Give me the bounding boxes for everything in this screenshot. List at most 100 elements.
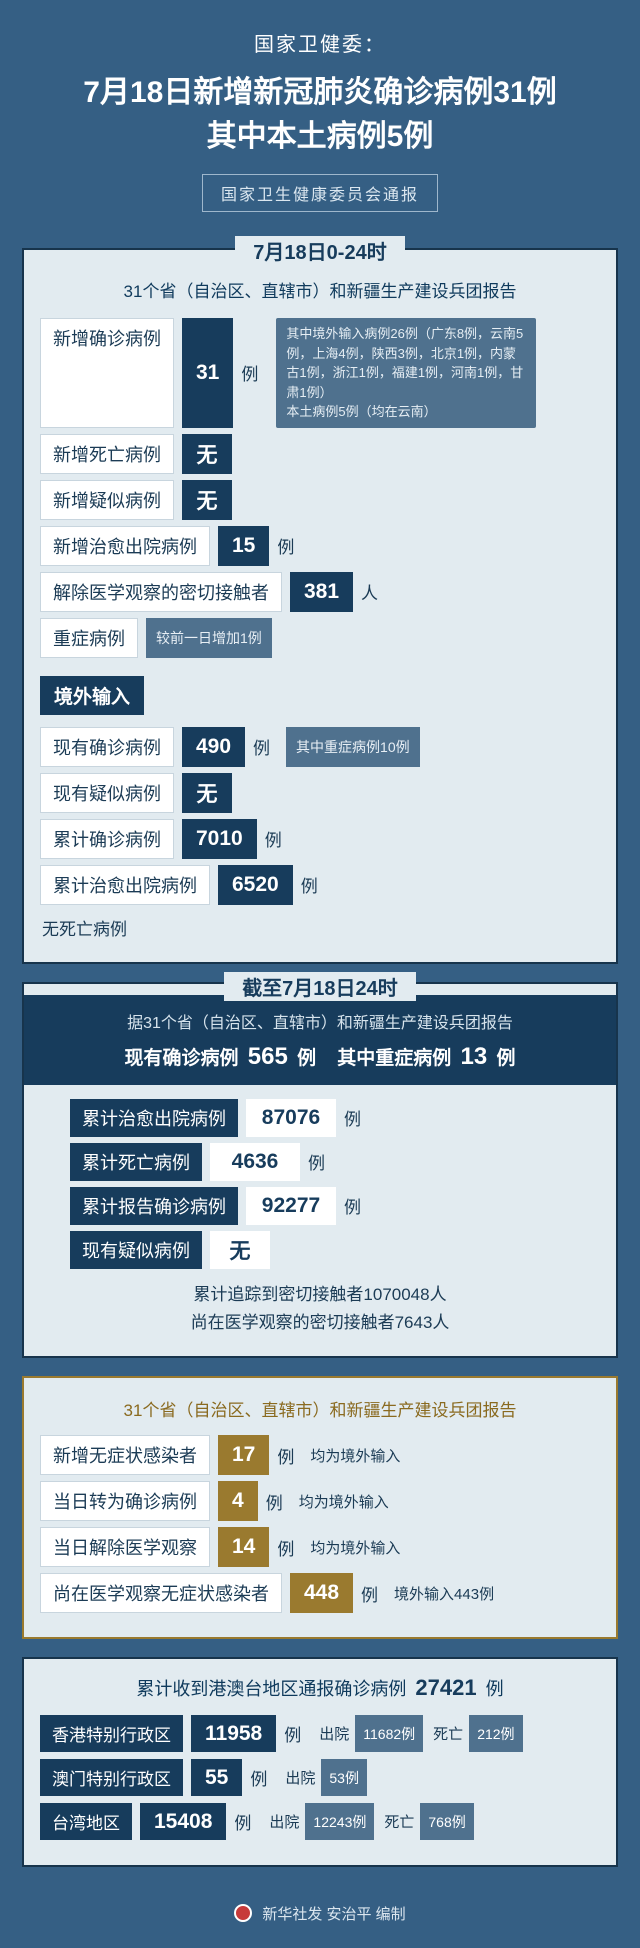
- row-mo: 澳门特别行政区 55 例 出院 53例: [40, 1759, 600, 1796]
- no-death-line: 无死亡病例: [40, 911, 600, 944]
- label: 当日转为确诊病例: [40, 1481, 210, 1521]
- headline-l2: 其中本土病例5例: [30, 115, 610, 159]
- l2a: 现有确诊病例: [124, 1048, 238, 1069]
- value: 7010: [182, 819, 257, 859]
- note: 均为境外输入: [302, 1435, 408, 1475]
- label: 累计死亡病例: [70, 1143, 202, 1181]
- out-v: 11682例: [355, 1715, 423, 1752]
- label: 累计确诊病例: [40, 819, 174, 859]
- head-a: 累计收到港澳台地区通报确诊病例: [136, 1679, 406, 1699]
- u2b: 例: [497, 1048, 516, 1069]
- unit: 例: [300, 1143, 333, 1181]
- unit: 例: [245, 727, 278, 767]
- head-v: 27421: [415, 1675, 476, 1700]
- region-name: 香港特别行政区: [40, 1715, 183, 1752]
- unit: 例: [269, 526, 302, 566]
- label: 新增治愈出院病例: [40, 526, 210, 566]
- header: 国家卫健委： 7月18日新增新冠肺炎确诊病例31例 其中本土病例5例 国家卫生健…: [0, 28, 640, 230]
- panel-asymptomatic: 31个省（自治区、直辖市）和新疆生产建设兵团报告 新增无症状感染者 17 例 均…: [22, 1376, 618, 1639]
- panel2-title-text: 截至7月18日24时: [224, 972, 416, 1001]
- subtitle-bar: 国家卫生健康委员会通报: [202, 174, 438, 212]
- total: 55: [191, 1759, 242, 1796]
- credit-line: 新华社发 安治平 编制: [0, 1885, 640, 1948]
- death-v: 768例: [420, 1803, 473, 1840]
- note-inline: 其中重症病例10例: [286, 727, 420, 767]
- unit: 例: [233, 318, 266, 428]
- label: 解除医学观察的密切接触者: [40, 572, 282, 612]
- unit: 例: [226, 1803, 259, 1840]
- head-u: 例: [486, 1679, 504, 1699]
- unit: 例: [257, 819, 290, 859]
- label: 重症病例: [40, 618, 138, 658]
- label: 累计报告确诊病例: [70, 1187, 238, 1225]
- foot-l1: 累计追踪到密切接触者1070048人: [40, 1281, 600, 1310]
- foot-l2: 尚在医学观察的密切接触者7643人: [40, 1309, 600, 1338]
- label: 新增确诊病例: [40, 318, 174, 428]
- label: 新增死亡病例: [40, 434, 174, 474]
- note: 境外输入443例: [386, 1573, 502, 1613]
- row-cum-total: 累计报告确诊病例 92277 例: [70, 1187, 570, 1225]
- value: 448: [290, 1573, 353, 1613]
- row-contacts: 解除医学观察的密切接触者 381 人: [40, 572, 600, 612]
- row-asym-new: 新增无症状感染者 17 例 均为境外输入: [40, 1435, 600, 1475]
- unit: 例: [269, 1435, 302, 1475]
- panel4-head: 累计收到港澳台地区通报确诊病例 27421 例: [40, 1675, 600, 1701]
- panel4-rows: 香港特别行政区 11958 例 出院 11682例 死亡 212例 澳门特别行政…: [40, 1715, 600, 1840]
- note-inline: 较前一日增加1例: [146, 618, 272, 658]
- death-v: 212例: [469, 1715, 522, 1752]
- row-cum-death: 累计死亡病例 4636 例: [70, 1143, 570, 1181]
- panel2-top-l2: 现有确诊病例 565 例 其中重症病例 13 例: [26, 1043, 614, 1071]
- value: 15: [218, 526, 269, 566]
- value: 92277: [246, 1187, 336, 1225]
- panel2-foot: 累计追踪到密切接触者1070048人 尚在医学观察的密切接触者7643人: [40, 1281, 600, 1339]
- out-lbl: 出院: [319, 1715, 349, 1752]
- panel2-rows: 累计治愈出院病例 87076 例 累计死亡病例 4636 例 累计报告确诊病例 …: [40, 1099, 600, 1269]
- label: 现有疑似病例: [40, 773, 174, 813]
- value: 490: [182, 727, 245, 767]
- panel2-top-l1: 据31个省（自治区、直辖市）和新疆生产建设兵团报告: [26, 1009, 614, 1033]
- panel1-subtitle: 31个省（自治区、直辖市）和新疆生产建设兵团报告: [40, 277, 600, 302]
- value: 17: [218, 1435, 269, 1475]
- label: 新增无症状感染者: [40, 1435, 210, 1475]
- unit: 例: [353, 1573, 386, 1613]
- unit: 例: [276, 1715, 309, 1752]
- unit: 例: [336, 1187, 369, 1225]
- row-cum-cured: 累计治愈出院病例 87076 例: [70, 1099, 570, 1137]
- row-suspect: 新增疑似病例 无: [40, 480, 600, 520]
- row-asym-conf: 当日转为确诊病例 4 例 均为境外输入: [40, 1481, 600, 1521]
- panel2-topbar: 据31个省（自治区、直辖市）和新疆生产建设兵团报告 现有确诊病例 565 例 其…: [24, 995, 616, 1085]
- value: 无: [210, 1231, 270, 1269]
- note: 均为境外输入: [291, 1481, 397, 1521]
- headline: 7月18日新增新冠肺炎确诊病例31例 其中本土病例5例: [30, 71, 610, 158]
- value: 31: [182, 318, 233, 428]
- unit: 例: [258, 1481, 291, 1521]
- row-imp-suspect: 现有疑似病例 无: [40, 773, 600, 813]
- row-tw: 台湾地区 15408 例 出院 12243例 死亡 768例: [40, 1803, 600, 1840]
- note: 其中境外输入病例26例（广东8例，云南5例，上海4例，陕西3例，北京1例，内蒙古…: [276, 318, 536, 428]
- source-line: 国家卫健委：: [30, 28, 610, 57]
- v2b: 13: [461, 1043, 488, 1070]
- label: 现有确诊病例: [40, 727, 174, 767]
- panel1-title-text: 7月18日0-24时: [235, 236, 404, 265]
- row-cum-suspect: 现有疑似病例 无: [70, 1231, 570, 1269]
- out-lbl: 出院: [285, 1759, 315, 1796]
- value: 87076: [246, 1099, 336, 1137]
- credit-text: 新华社发 安治平 编制: [262, 1906, 405, 1923]
- label: 尚在医学观察无症状感染者: [40, 1573, 282, 1613]
- value: 无: [182, 480, 232, 520]
- total: 15408: [140, 1803, 226, 1840]
- panel3-subtitle: 31个省（自治区、直辖市）和新疆生产建设兵团报告: [40, 1396, 600, 1421]
- unit: 例: [269, 1527, 302, 1567]
- row-imp-current: 现有确诊病例 490 例 其中重症病例10例: [40, 727, 600, 767]
- label: 当日解除医学观察: [40, 1527, 210, 1567]
- unit: 人: [353, 572, 386, 612]
- total: 11958: [191, 1715, 276, 1752]
- region-name: 台湾地区: [40, 1803, 132, 1840]
- row-asym-released: 当日解除医学观察 14 例 均为境外输入: [40, 1527, 600, 1567]
- value: 381: [290, 572, 353, 612]
- value: 6520: [218, 865, 293, 905]
- value: 14: [218, 1527, 269, 1567]
- unit: 例: [242, 1759, 275, 1796]
- value: 无: [182, 773, 232, 813]
- panel-hmt: 累计收到港澳台地区通报确诊病例 27421 例 香港特别行政区 11958 例 …: [22, 1657, 618, 1867]
